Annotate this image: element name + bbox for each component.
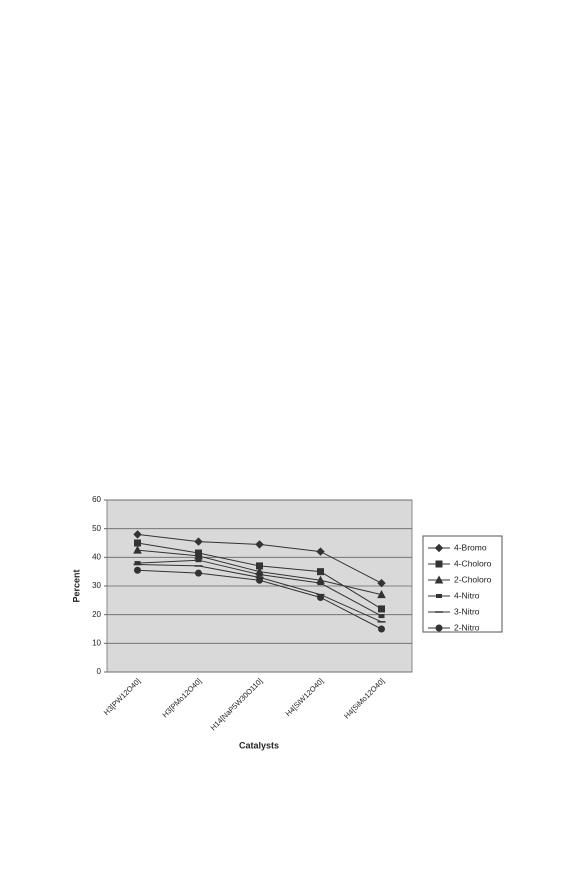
legend-label: 4-Bromo bbox=[454, 542, 487, 552]
marker bbox=[378, 625, 385, 633]
x-tick-label: H3[PMo12O40] bbox=[160, 676, 203, 719]
y-tick-label: 50 bbox=[92, 524, 101, 533]
marker bbox=[317, 581, 324, 586]
marker bbox=[255, 540, 264, 549]
legend-label: 4-Choloro bbox=[454, 558, 492, 568]
marker bbox=[377, 590, 386, 599]
marker bbox=[316, 547, 325, 556]
y-axis-label: Percent bbox=[71, 569, 81, 602]
marker bbox=[435, 624, 443, 632]
marker bbox=[133, 545, 142, 554]
marker bbox=[134, 566, 141, 574]
legend bbox=[422, 535, 503, 633]
y-tick-label: 40 bbox=[92, 552, 101, 561]
x-tick-label: H4[SiW12O40] bbox=[284, 676, 326, 718]
legend-label: 2-Nitro bbox=[454, 622, 480, 632]
marker bbox=[435, 560, 443, 568]
x-tick-label: H3[PW12O40] bbox=[102, 676, 143, 717]
marker bbox=[133, 530, 142, 539]
x-axis-label: Catalysts bbox=[239, 740, 279, 750]
marker bbox=[377, 578, 386, 588]
x-tick-label: H4[SiMo12O40] bbox=[342, 676, 386, 720]
legend-label: 3-Nitro bbox=[454, 606, 480, 616]
x-tick-label: H14[NaP5W30O110] bbox=[209, 676, 265, 732]
marker bbox=[134, 539, 141, 547]
y-tick-label: 60 bbox=[92, 495, 101, 504]
marker bbox=[195, 558, 202, 563]
y-tick-label: 0 bbox=[97, 667, 102, 676]
marker bbox=[317, 568, 324, 576]
marker bbox=[256, 572, 263, 577]
legend-label: 2-Choloro bbox=[454, 574, 492, 584]
marker bbox=[378, 605, 385, 613]
y-tick-label: 30 bbox=[92, 581, 101, 590]
marker bbox=[195, 569, 202, 577]
legend-label: 4-Nitro bbox=[454, 590, 480, 600]
marker bbox=[256, 576, 263, 584]
marker bbox=[194, 537, 203, 546]
marker bbox=[434, 575, 444, 584]
y-tick-label: 20 bbox=[92, 610, 101, 619]
y-tick-label: 10 bbox=[92, 638, 101, 647]
marker bbox=[317, 593, 324, 601]
marker bbox=[436, 594, 442, 598]
marker bbox=[434, 543, 444, 553]
marker bbox=[378, 614, 385, 619]
